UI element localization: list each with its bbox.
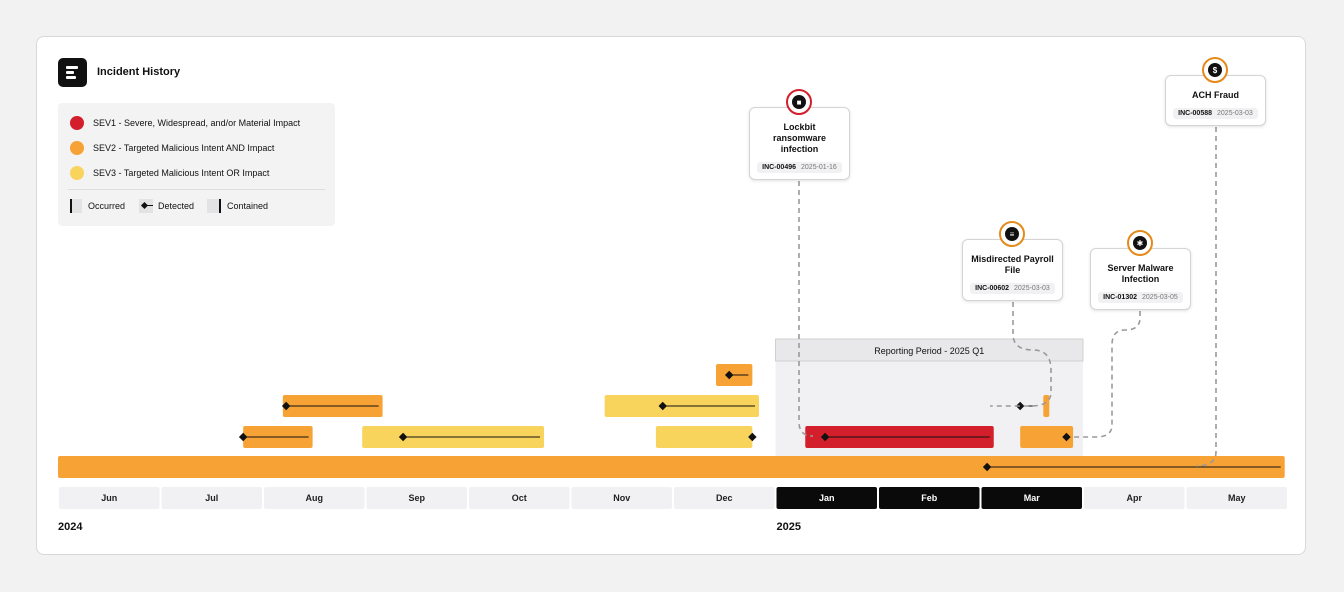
incident-callout[interactable]: ACH Fraud INC-00588 2025-03-03	[1165, 75, 1266, 126]
incident-meta: INC-01302 2025-03-05	[1098, 292, 1183, 303]
month-cell	[1084, 487, 1185, 509]
month-cell	[879, 487, 980, 509]
callout-connector	[1195, 127, 1217, 467]
camera-icon: ■	[786, 89, 812, 115]
legend-key-detected: Detected	[139, 199, 194, 213]
month-tick-label: Dec	[716, 493, 733, 503]
legend-divider	[68, 189, 325, 190]
incident-meta: INC-00496 2025-01-16	[757, 162, 842, 173]
reporting-period-header	[775, 338, 1084, 362]
incident-id: INC-00588	[1178, 110, 1213, 117]
sev2-swatch	[70, 141, 84, 155]
sev3-swatch	[70, 166, 84, 180]
callout-connector	[798, 181, 814, 437]
month-tick-label: Nov	[613, 493, 630, 503]
month-cell	[161, 487, 262, 509]
legend-label: SEV3 - Targeted Malicious Intent OR Impa…	[93, 168, 270, 178]
detected-marker	[982, 462, 992, 472]
month-tick-label: May	[1228, 493, 1246, 503]
detected-marker-icon	[139, 199, 153, 213]
month-tick-label: Aug	[306, 493, 324, 503]
dollar-icon: $	[1202, 57, 1228, 83]
legend-item-sev3: SEV3 - Targeted Malicious Intent OR Impa…	[70, 165, 269, 181]
legend-key-label: Detected	[158, 201, 195, 211]
month-cell	[264, 487, 365, 509]
legend-label: SEV2 - Targeted Malicious Intent AND Imp…	[93, 143, 275, 153]
incident-bar	[1020, 426, 1074, 448]
incident-id: INC-00602	[975, 285, 1010, 292]
incident-meta: INC-00602 2025-03-03	[970, 283, 1055, 294]
callout-connector	[1070, 311, 1141, 438]
detected-marker	[724, 370, 734, 380]
detected-marker	[1062, 432, 1071, 442]
incident-meta: INC-00588 2025-03-03	[1173, 108, 1258, 119]
month-tick-label: Mar	[1024, 493, 1041, 503]
month-tick-label: Jun	[101, 493, 117, 503]
contained-marker-icon	[207, 199, 221, 213]
virus-icon: ✱	[1127, 230, 1153, 256]
callout-connector	[990, 302, 1052, 407]
detected-marker	[658, 401, 667, 411]
legend: SEV1 - Severe, Widespread, and/or Materi…	[58, 103, 335, 226]
legend-key-label: Contained	[227, 201, 269, 211]
incident-id: INC-01302	[1103, 294, 1138, 301]
incident-callout[interactable]: Lockbit ransomware infection INC-00496 202…	[749, 107, 850, 180]
detected-marker	[238, 432, 248, 442]
legend-key-label: Occurred	[88, 201, 126, 211]
detected-marker	[281, 401, 291, 411]
legend-key-contained: Contained	[207, 199, 268, 213]
page-title: Incident History	[97, 66, 181, 78]
incident-bar	[655, 426, 753, 448]
year-label: 2024	[58, 521, 83, 533]
incident-date: 2025-03-03	[1014, 285, 1050, 292]
month-cell	[1186, 487, 1287, 509]
incident-title: Server Malware Infection	[1107, 263, 1174, 284]
month-tick-label: Jul	[205, 493, 218, 503]
incident-callout[interactable]: Server Malware Infection INC-01302 2025-03…	[1090, 248, 1191, 310]
month-cell	[366, 487, 467, 509]
detected-marker	[398, 432, 408, 442]
sev1-swatch	[70, 116, 84, 130]
legend-item-sev2: SEV2 - Targeted Malicious Intent AND Imp…	[70, 140, 274, 156]
legend-item-sev1: SEV1 - Severe, Widespread, and/or Materi…	[70, 115, 300, 131]
month-cell	[674, 487, 775, 509]
database-icon: ≡	[999, 221, 1025, 247]
month-tick-label: Apr	[1127, 493, 1143, 503]
occurred-marker-icon	[70, 199, 82, 213]
month-cell	[776, 487, 877, 509]
incident-id: INC-00496	[762, 164, 797, 171]
incident-date: 2025-03-05	[1142, 294, 1178, 301]
month-tick-label: Oct	[512, 493, 527, 503]
incident-bar	[58, 456, 1285, 478]
month-cell	[571, 487, 672, 509]
legend-label: SEV1 - Severe, Widespread, and/or Materi…	[93, 118, 301, 128]
reporting-period-label: Reporting Period - 2025 Q1	[874, 346, 984, 356]
incident-title: Misdirected Payroll File	[971, 254, 1054, 275]
year-label: 2025	[777, 521, 801, 533]
incident-title: Lockbit ransomware infection	[772, 122, 827, 154]
incident-title: ACH Fraud	[1192, 90, 1239, 100]
month-tick-label: Jan	[819, 493, 835, 503]
incident-callout[interactable]: Misdirected Payroll File INC-00602 2025-03…	[962, 239, 1063, 301]
detected-marker	[748, 432, 757, 442]
incident-bar	[1043, 395, 1050, 417]
month-tick-label: Sep	[408, 493, 425, 503]
month-cell	[981, 487, 1082, 509]
app-logo-icon	[58, 58, 87, 87]
incident-date: 2025-01-16	[801, 164, 837, 171]
month-tick-label: Feb	[921, 493, 938, 503]
legend-key-occurred: Occurred	[70, 199, 125, 213]
month-cell	[469, 487, 570, 509]
incident-date: 2025-03-03	[1217, 110, 1253, 117]
detected-marker	[1015, 401, 1025, 411]
month-cell	[59, 487, 160, 509]
detected-marker	[820, 432, 830, 442]
